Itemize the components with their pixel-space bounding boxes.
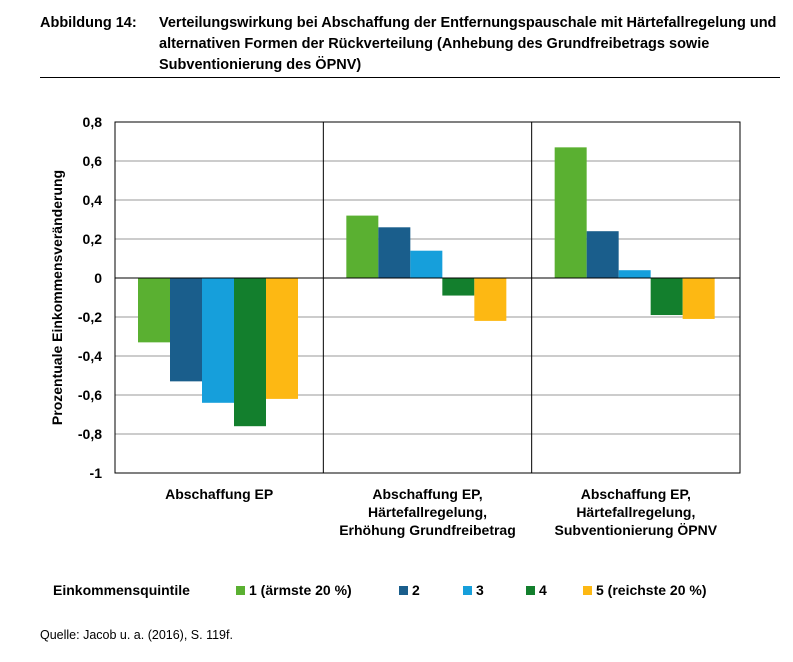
y-tick-label: 0,6 xyxy=(83,153,103,169)
category-label: Härtefallregelung, xyxy=(368,504,487,520)
y-tick-label: 0,4 xyxy=(83,192,103,208)
figure-label: Abbildung 14: xyxy=(40,15,137,31)
y-tick-label: -0,8 xyxy=(78,426,102,442)
bar-group1-quintile2 xyxy=(170,278,202,382)
figure-source: Quelle: Jacob u. a. (2016), S. 119f. xyxy=(40,628,233,642)
bar-group1-quintile1 xyxy=(138,278,170,343)
bar-group3-quintile2 xyxy=(586,231,619,278)
bar-group3-quintile1 xyxy=(554,147,587,278)
legend-label-quintile5: 5 (reichste 20 %) xyxy=(596,582,707,598)
y-tick-label: -1 xyxy=(90,465,103,481)
legend-swatch-quintile5 xyxy=(583,586,592,595)
y-tick-label: -0,4 xyxy=(78,348,102,364)
y-tick-label: -0,6 xyxy=(78,387,102,403)
bar-group2-quintile2 xyxy=(378,227,411,278)
figure-title: Verteilungswirkung bei Abschaffung der E… xyxy=(159,15,777,73)
bar-group2-quintile3 xyxy=(410,250,443,278)
legend-label-quintile2: 2 xyxy=(412,582,420,598)
bar-group2-quintile1 xyxy=(346,215,379,278)
bar-group1-quintile5 xyxy=(266,278,298,399)
bar-group3-quintile4 xyxy=(650,278,683,316)
y-tick-label: 0,2 xyxy=(83,231,103,247)
plot-border xyxy=(114,121,741,474)
legend-label-quintile3: 3 xyxy=(476,582,484,598)
bar-group2-quintile5 xyxy=(474,278,507,321)
category-label: Härtefallregelung, xyxy=(576,504,695,520)
y-axis-label: Prozentuale Einkommensveränderung xyxy=(49,170,65,425)
category-label: Abschaffung EP xyxy=(165,486,273,502)
legend-title: Einkommensquintile xyxy=(53,582,190,598)
legend-swatch-quintile4 xyxy=(526,586,535,595)
y-tick-label: -0,2 xyxy=(78,309,102,325)
y-tick-label: 0,8 xyxy=(83,114,103,130)
bar-group2-quintile4 xyxy=(442,278,475,296)
legend-label-quintile4: 4 xyxy=(539,582,547,598)
category-label: Subventionierung ÖPNV xyxy=(555,522,718,538)
legend-swatch-quintile2 xyxy=(399,586,408,595)
y-tick-label: 0 xyxy=(94,270,102,286)
category-label: Abschaffung EP, xyxy=(372,486,482,502)
legend-label-quintile1: 1 (ärmste 20 %) xyxy=(249,582,352,598)
header-divider xyxy=(40,77,780,78)
legend-swatch-quintile1 xyxy=(236,586,245,595)
category-label: Abschaffung EP, xyxy=(581,486,691,502)
category-label: Erhöhung Grundfreibetrag xyxy=(339,522,516,538)
bar-group3-quintile3 xyxy=(618,270,651,278)
bar-group1-quintile4 xyxy=(234,278,266,427)
legend-swatch-quintile3 xyxy=(463,586,472,595)
bar-group3-quintile5 xyxy=(682,278,715,319)
bar-group1-quintile3 xyxy=(202,278,234,403)
